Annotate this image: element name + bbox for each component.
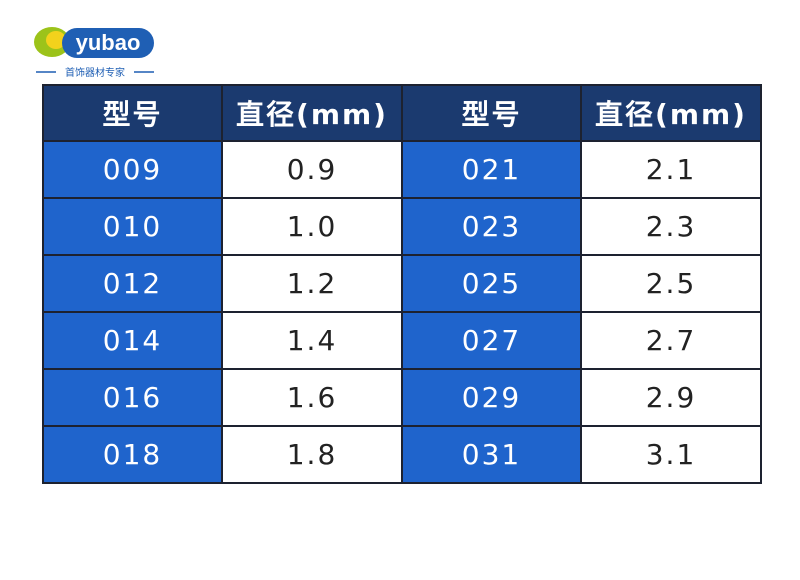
table-body: 009 0.9 021 2.1 010 1.0 023 2.3 012 1.2 025 2.5 014 1… — [42, 140, 762, 484]
model-cell: 025 — [401, 254, 582, 313]
table-row: 018 1.8 031 3.1 — [42, 425, 762, 484]
logo-brand: yubao — [76, 30, 141, 55]
diameter-cell: 2.5 — [580, 254, 762, 313]
logo-leaf-inner — [46, 31, 66, 49]
header-cell: 直径(mm) — [580, 84, 762, 142]
table-row: 009 0.9 021 2.1 — [42, 140, 762, 199]
diameter-cell: 1.2 — [221, 254, 403, 313]
model-cell: 016 — [42, 368, 223, 427]
diameter-cell: 1.8 — [221, 425, 403, 484]
model-cell: 023 — [401, 197, 582, 256]
model-cell: 009 — [42, 140, 223, 199]
model-cell: 014 — [42, 311, 223, 370]
table-row: 010 1.0 023 2.3 — [42, 197, 762, 256]
model-cell: 012 — [42, 254, 223, 313]
table-row: 016 1.6 029 2.9 — [42, 368, 762, 427]
diameter-cell: 1.4 — [221, 311, 403, 370]
header-row: 型号 直径(mm) 型号 直径(mm) — [42, 84, 762, 142]
logo: yubao 首饰器材专家 — [34, 27, 154, 79]
model-cell: 027 — [401, 311, 582, 370]
diameter-cell: 0.9 — [221, 140, 403, 199]
diameter-cell: 1.0 — [221, 197, 403, 256]
logo-tagline: 首饰器材专家 — [65, 66, 125, 79]
diameter-cell: 2.3 — [580, 197, 762, 256]
header-cell: 型号 — [42, 84, 223, 142]
model-cell: 029 — [401, 368, 582, 427]
header-cell: 型号 — [401, 84, 582, 142]
table-row: 012 1.2 025 2.5 — [42, 254, 762, 313]
diameter-cell: 2.9 — [580, 368, 762, 427]
model-cell: 018 — [42, 425, 223, 484]
logo-pill — [62, 28, 154, 58]
diameter-cell: 2.1 — [580, 140, 762, 199]
size-table: 型号 直径(mm) 型号 直径(mm) 009 0.9 021 2.1 010 1.0 023 2.… — [42, 84, 762, 484]
header-cell: 直径(mm) — [221, 84, 403, 142]
table-row: 014 1.4 027 2.7 — [42, 311, 762, 370]
model-cell: 031 — [401, 425, 582, 484]
model-cell: 010 — [42, 197, 223, 256]
diameter-cell: 3.1 — [580, 425, 762, 484]
diameter-cell: 1.6 — [221, 368, 403, 427]
diameter-cell: 2.7 — [580, 311, 762, 370]
model-cell: 021 — [401, 140, 582, 199]
